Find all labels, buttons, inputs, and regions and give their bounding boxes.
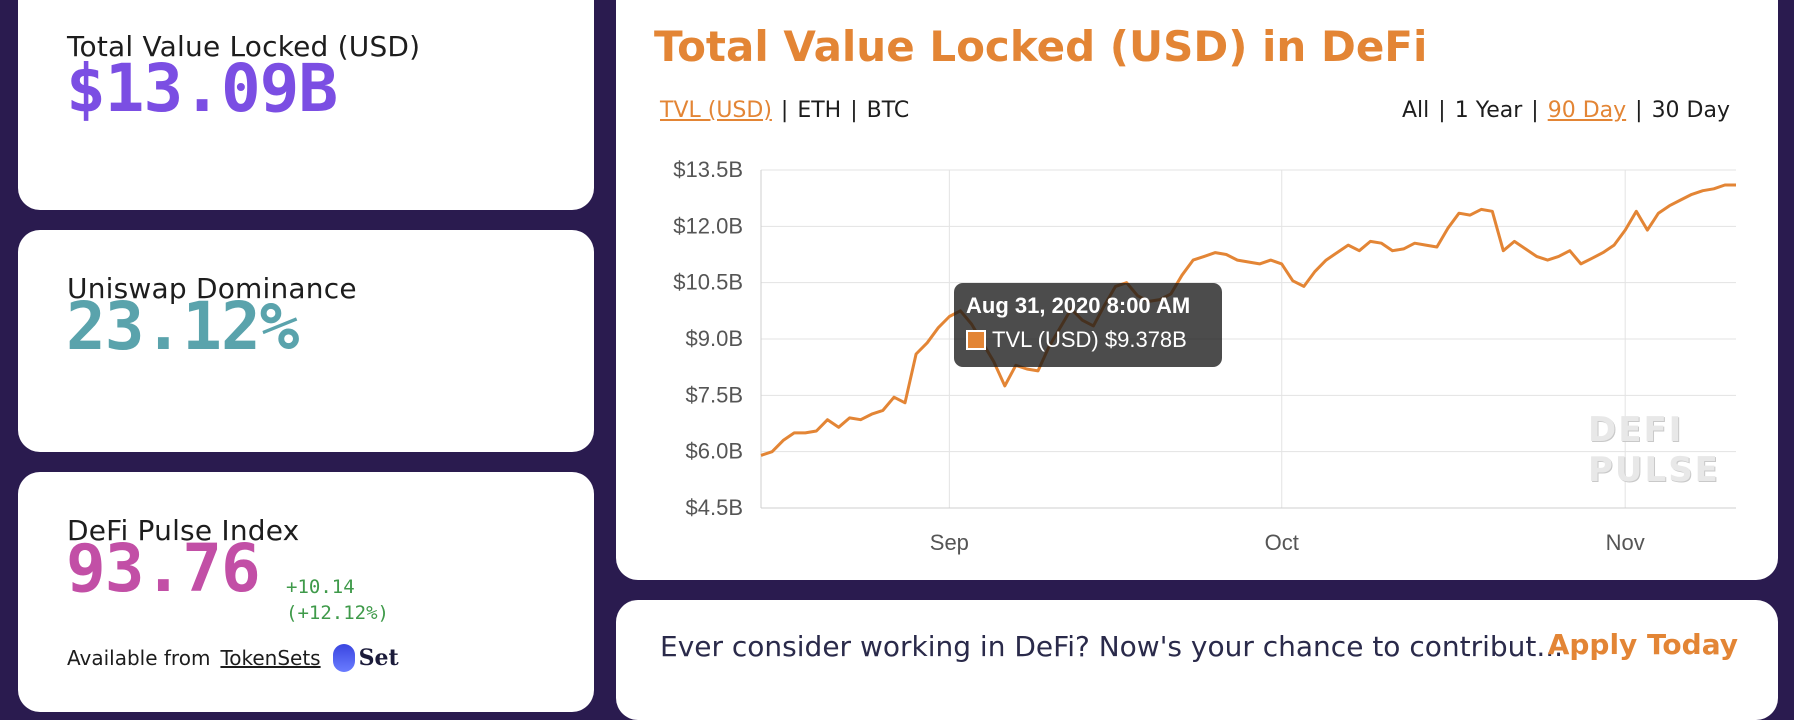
x-tick-label: Sep — [930, 530, 969, 555]
tab-btc[interactable]: BTC — [866, 98, 910, 123]
tvl-card: Total Value Locked (USD) $13.09B — [18, 0, 594, 210]
y-tick-label: $12.0B — [673, 213, 743, 238]
y-tick-label: $7.5B — [686, 382, 744, 407]
y-tick-label: $4.5B — [686, 495, 744, 520]
y-tick-label: $6.0B — [686, 439, 744, 464]
dpi-value: 93.76 — [66, 530, 261, 607]
watermark-line-2: PULSE — [1588, 450, 1720, 490]
tokensets-link[interactable]: TokenSets — [220, 646, 321, 670]
dpi-label: DeFi Pulse Index — [67, 514, 300, 547]
set-logo-icon — [332, 644, 355, 672]
available-from-text: Available from — [67, 646, 211, 670]
range-tabs: All | 1 Year | 90 Day | 30 Day — [1402, 98, 1730, 123]
chart-title: Total Value Locked (USD) in DeFi — [654, 22, 1428, 71]
uniswap-dominance-value: 23.12% — [66, 288, 299, 365]
set-logo-text: Set — [358, 645, 399, 671]
tab-range-90-day[interactable]: 90 Day — [1547, 98, 1627, 123]
tooltip-value: $9.378B — [1104, 327, 1187, 352]
tvl-chart-card: Total Value Locked (USD) in DeFi TVL (US… — [616, 0, 1778, 580]
tvl-line-chart[interactable]: $13.5B $12.0B $10.5B $9.0B $7.5B $6.0B $4.5B Se… — [616, 0, 1778, 580]
uniswap-dominance-label: Uniswap Dominance — [67, 272, 357, 305]
dpi-availability: Available from TokenSets Set — [67, 644, 399, 672]
y-tick-label: $9.0B — [686, 326, 744, 351]
y-tick-label: $13.5B — [673, 157, 743, 182]
dpi-change-abs: +10.14 — [286, 576, 355, 598]
tooltip-swatch — [966, 330, 986, 350]
tab-separator: | — [1531, 98, 1539, 123]
tvl-label: Total Value Locked (USD) — [67, 30, 421, 63]
tab-range-1-year[interactable]: 1 Year — [1454, 98, 1523, 123]
tvl-series-line — [760, 183, 1736, 457]
x-tick-label: Oct — [1265, 530, 1299, 555]
dpi-change-pct: (+12.12%) — [286, 602, 389, 624]
tab-range-30-day[interactable]: 30 Day — [1651, 98, 1730, 123]
currency-tabs: TVL (USD) | ETH | BTC — [660, 98, 909, 123]
tooltip-series: TVL (USD) — [992, 327, 1099, 352]
watermark-line-1: DEFI — [1588, 410, 1684, 450]
tab-separator: | — [1438, 98, 1446, 123]
chart-tooltip: Aug 31, 2020 8:00 AM TVL (USD) $9.378B — [954, 283, 1222, 367]
tab-separator: | — [1635, 98, 1643, 123]
defi-pulse-index-card: DeFi Pulse Index 93.76 +10.14 (+12.12%) … — [18, 472, 594, 712]
set-logo[interactable]: Set — [332, 644, 399, 672]
tab-separator: | — [850, 98, 858, 123]
x-tick-label: Nov — [1606, 530, 1645, 555]
tab-eth[interactable]: ETH — [797, 98, 842, 123]
y-tick-label: $10.5B — [673, 270, 743, 295]
tooltip-date: Aug 31, 2020 8:00 AM — [966, 293, 1191, 318]
tooltip-row: TVL (USD) $9.378B — [966, 327, 1210, 353]
banner-text: Ever consider working in DeFi? Now's you… — [660, 630, 1564, 663]
tvl-value: $13.09B — [66, 50, 338, 127]
tab-separator: | — [780, 98, 789, 123]
jobs-banner: Ever consider working in DeFi? Now's you… — [616, 600, 1778, 720]
tab-range-all[interactable]: All — [1402, 98, 1430, 123]
uniswap-dominance-card: Uniswap Dominance 23.12% — [18, 230, 594, 452]
defi-pulse-watermark: DEFI PULSE — [1588, 410, 1720, 490]
apply-today-link[interactable]: Apply Today — [1547, 628, 1738, 661]
dpi-change: +10.14 (+12.12%) — [286, 574, 389, 626]
tab-tvl-usd[interactable]: TVL (USD) — [660, 98, 772, 123]
